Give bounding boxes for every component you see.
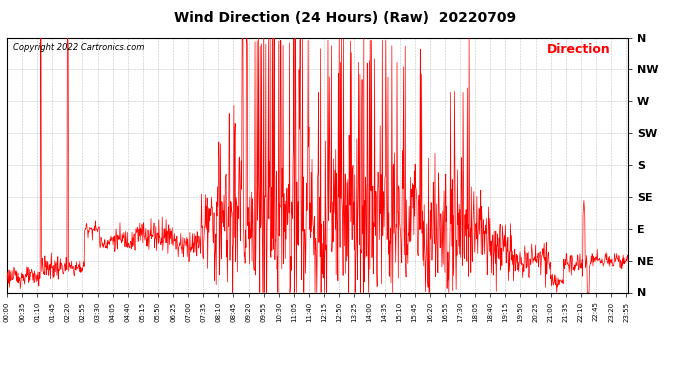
Text: Copyright 2022 Cartronics.com: Copyright 2022 Cartronics.com bbox=[13, 43, 144, 52]
Text: Direction: Direction bbox=[547, 43, 611, 56]
Text: Wind Direction (24 Hours) (Raw)  20220709: Wind Direction (24 Hours) (Raw) 20220709 bbox=[174, 11, 516, 25]
